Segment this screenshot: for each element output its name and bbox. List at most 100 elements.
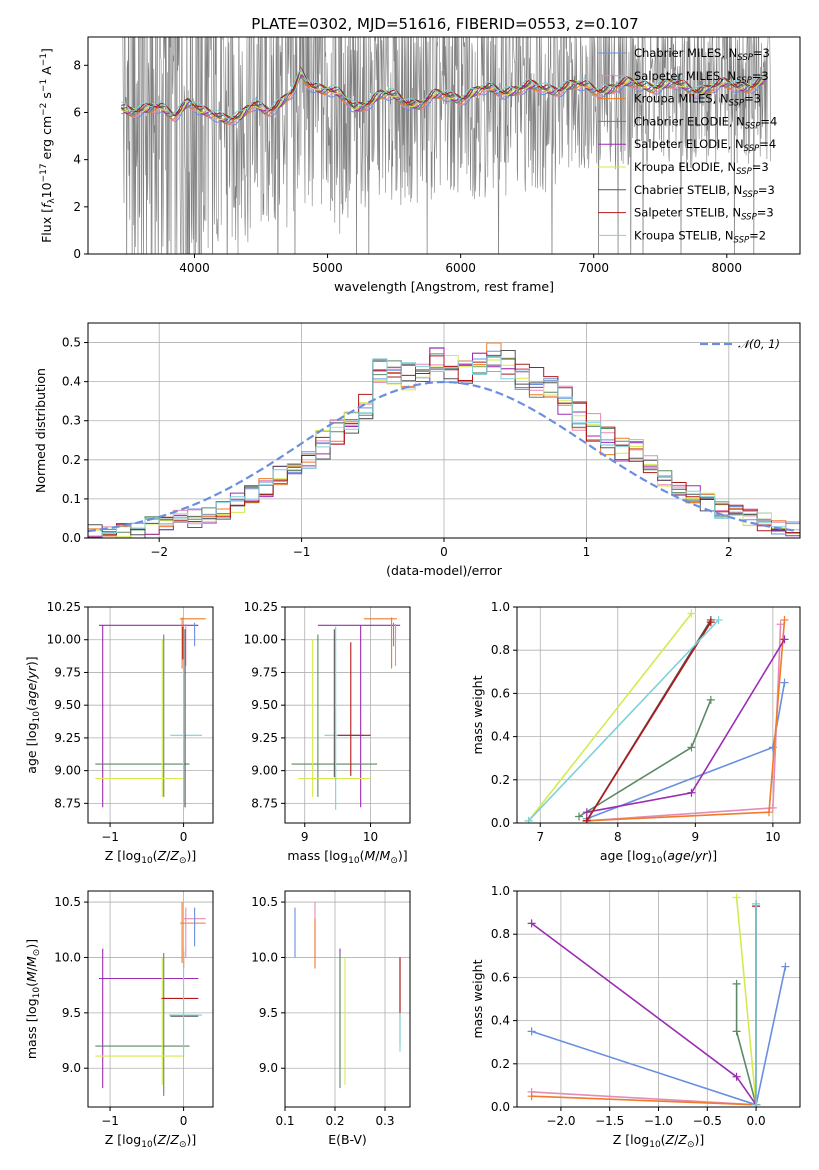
x-axis-label-part: 10: [141, 1140, 153, 1150]
x-axis-label-part: Z: [665, 1132, 675, 1147]
legend-entry: Kroupa MILES, NSSP=3: [634, 92, 761, 109]
mass-weight-marker: [687, 788, 696, 797]
legend-entry-eq: =3: [753, 46, 770, 60]
legend-entry-label: Chabrier ELODIE, N: [634, 114, 745, 128]
x-axis-label: Z [log10(Z/Z⊙)]: [613, 1132, 705, 1150]
y-axis-label-part: M: [24, 956, 39, 967]
x-axis-label-part: )]: [694, 1132, 704, 1147]
y-tick-label: 0.5: [62, 336, 81, 350]
legend-entry: Salpeter ELODIE, NSSP=4: [634, 137, 776, 154]
y-tick-label: 0.0: [491, 1100, 510, 1114]
y-axis-label-part: A: [39, 66, 54, 79]
legend-entry: 𝒩(0, 1): [738, 337, 780, 351]
x-axis-label-part: (: [661, 1132, 666, 1147]
y-tick-label: 0: [73, 247, 81, 261]
x-axis-label-part: age [log: [600, 848, 651, 863]
y-axis-label-part: 10: [32, 711, 42, 723]
y-tick-label: 9.25: [54, 731, 81, 745]
legend-entry-sub: SSP: [741, 213, 757, 223]
y-tick-label: 10.5: [54, 895, 81, 909]
x-tick-label: −1: [101, 1114, 119, 1128]
mass-weight-line: [586, 621, 712, 822]
y-axis-label-part: ⊙: [32, 949, 42, 957]
mass-weight-marker: [780, 678, 789, 687]
x-tick-label: 0.0: [747, 1114, 766, 1128]
x-tick-label: 10: [765, 830, 780, 844]
legend-entry-sub: SSP: [742, 190, 758, 200]
x-tick-label: 0.1: [275, 1114, 294, 1128]
mass-weight-marker: [524, 816, 533, 823]
legend-entry: Chabrier STELIB, NSSP=3: [634, 183, 775, 200]
mass-weight-marker: [780, 635, 789, 644]
axes-frame: [87, 890, 214, 1108]
x-tick-label: 0: [180, 830, 188, 844]
x-axis-label-part: (: [153, 1132, 158, 1147]
plot-area-weight-vs-Z: [527, 893, 790, 1107]
x-axis-label-part: /: [375, 848, 380, 863]
y-tick-label: 10.0: [54, 950, 81, 964]
x-axis-label-part: yr: [694, 848, 708, 863]
y-tick-label: 4: [73, 153, 81, 167]
x-axis-label-part: )]: [186, 1132, 196, 1147]
x-axis-label-part: ⊙: [687, 1140, 695, 1150]
y-axis-label-part: )]: [24, 656, 39, 666]
legend-entry-eq: =4: [759, 137, 776, 151]
legend-entry-eq: =4: [760, 114, 777, 128]
legend-entry-eq: =2: [749, 228, 766, 242]
y-axis-label-part: )]: [24, 939, 39, 949]
y-tick-label: 0.4: [491, 1014, 510, 1028]
y-tick-label: 0.8: [491, 927, 510, 941]
legend-entry-sub: SSP: [745, 121, 761, 131]
y-tick-label: 0.8: [491, 643, 510, 657]
mass-weight-marker: [732, 1072, 741, 1081]
axes-frame: [516, 606, 801, 824]
x-axis-label-part: Z: [677, 1132, 687, 1147]
mass-weight-marker: [687, 743, 696, 752]
mass-weight-marker: [527, 1027, 536, 1036]
legend-entry-sub: SSP: [736, 76, 752, 86]
x-axis-label-part: /: [166, 848, 171, 863]
legend-entry-label: Salpeter ELODIE, N: [634, 137, 744, 151]
mass-weight-marker: [527, 1092, 536, 1101]
x-tick-label: 4000: [179, 261, 210, 275]
x-axis-label-part: E(B-V): [328, 1132, 367, 1147]
y-tick-label: 10.25: [244, 600, 278, 614]
x-axis-label-part: M: [380, 848, 391, 863]
mass-weight-marker: [732, 893, 741, 902]
y-tick-label: 8.75: [251, 796, 278, 810]
legend-entry-sub: SSP: [744, 144, 760, 154]
mass-weight-marker: [706, 695, 715, 704]
y-tick-label: 9.50: [54, 698, 81, 712]
x-axis-label-part: /: [691, 848, 696, 863]
x-axis-label-part: Z [log: [105, 1132, 141, 1147]
x-axis-label-part: (: [360, 848, 365, 863]
x-tick-label: 9: [301, 830, 309, 844]
normal-distribution-curve: [88, 380, 798, 533]
mass-weight-marker: [527, 919, 536, 928]
axes-frame: [284, 606, 411, 824]
mass-weight-marker: [768, 803, 777, 812]
y-axis-label: mass [log10(M/M⊙)]: [24, 939, 42, 1059]
y-axis-label-part: /: [24, 966, 39, 971]
x-tick-label: −2.0: [546, 1114, 575, 1128]
x-axis-label-part: 10: [649, 1140, 661, 1150]
mass-weight-marker: [780, 615, 789, 624]
y-tick-label: 10.00: [244, 633, 278, 647]
y-tick-label: 9.75: [54, 665, 81, 679]
axes-frame: [87, 606, 214, 824]
y-axis-label-part: mass [log: [24, 998, 39, 1059]
y-tick-label: 9.25: [251, 731, 278, 745]
y-axis-label-part: 10: [39, 182, 54, 198]
x-tick-label: −1.0: [644, 1114, 673, 1128]
legend-entry-label: Salpeter STELIB, N: [634, 206, 741, 220]
y-axis-label-part: (: [24, 706, 39, 711]
x-tick-label: 1: [583, 545, 591, 559]
mass-weight-marker: [764, 808, 773, 817]
y-tick-label: 2: [73, 200, 81, 214]
mass-weight-marker: [714, 615, 723, 624]
residual-histogram-line: [88, 354, 800, 538]
legend-entry-label: Chabrier STELIB, N: [634, 183, 742, 197]
legend-entry: Chabrier ELODIE, NSSP=4: [634, 114, 777, 131]
